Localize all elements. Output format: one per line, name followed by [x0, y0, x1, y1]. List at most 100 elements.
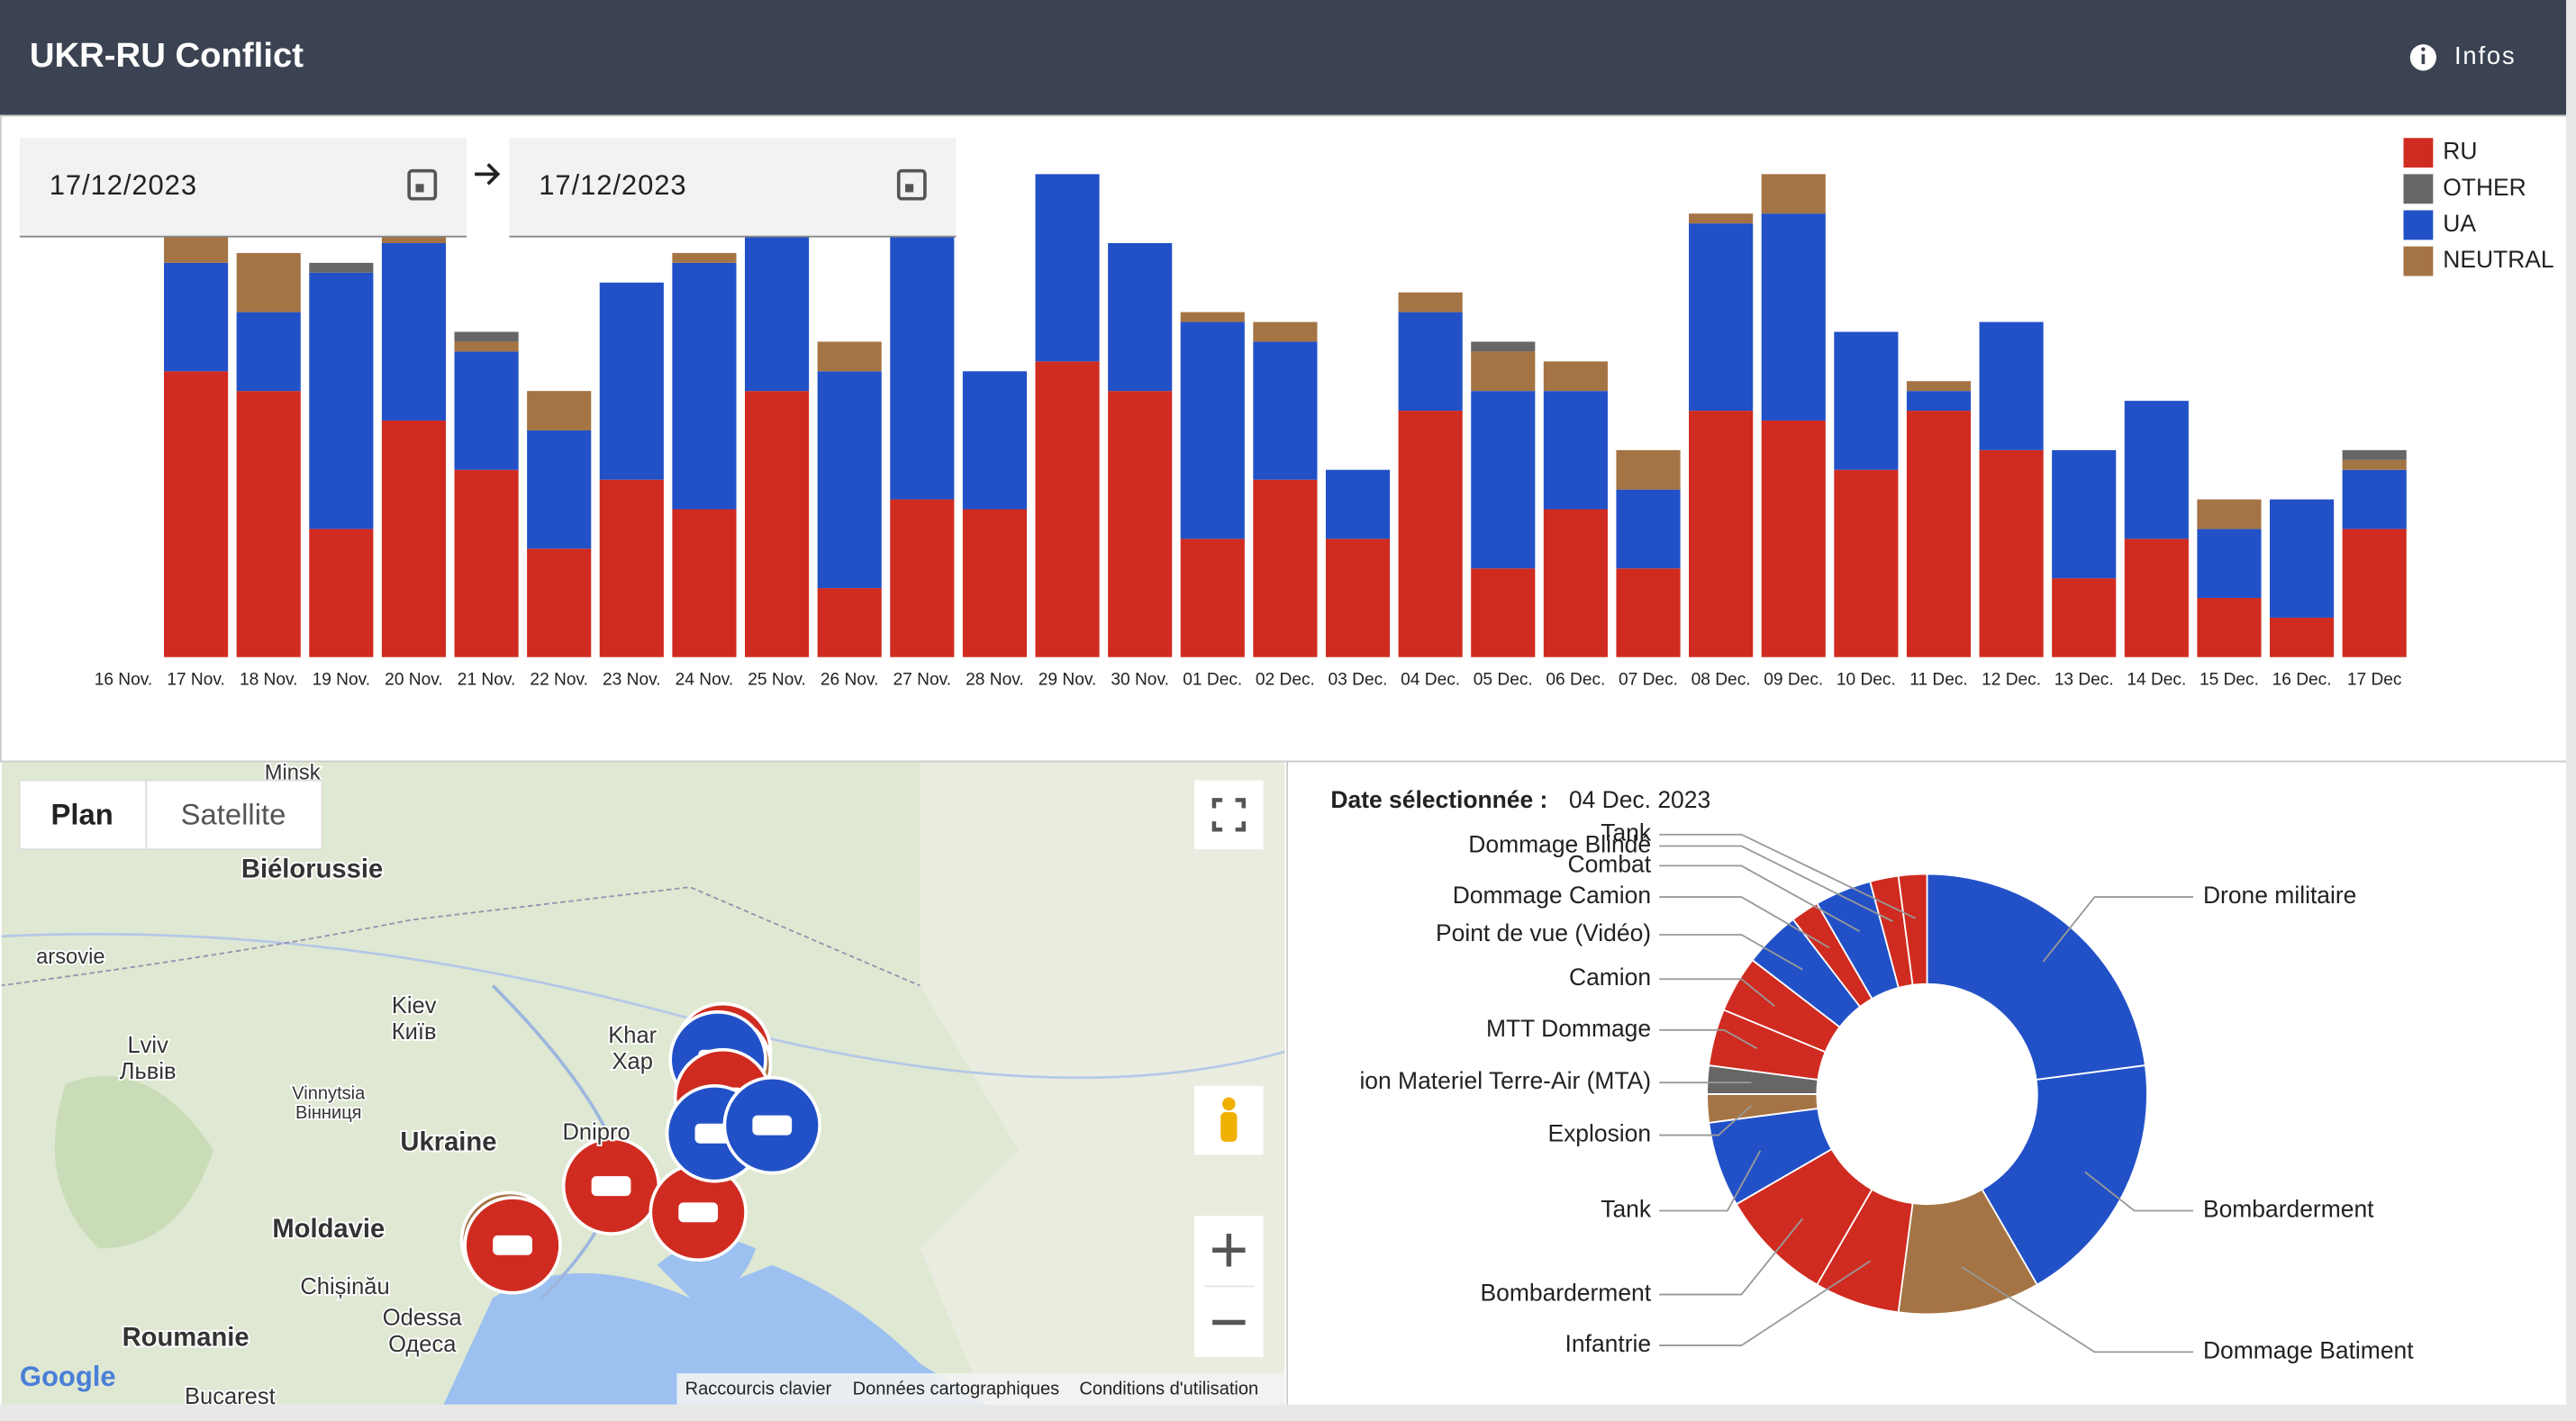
bar-segment	[309, 262, 374, 273]
bar-segment	[1616, 568, 1681, 657]
bar-segment	[164, 262, 229, 372]
slice-label: Tank	[1601, 819, 1652, 846]
map-place-label: Kiev	[392, 993, 437, 1018]
donut-chart: Drone militaire Bombarderment Dommage Bati…	[1359, 819, 2414, 1364]
bar-segment	[1253, 341, 1318, 480]
bar-segment	[1398, 411, 1463, 657]
bar-segment	[1180, 321, 1245, 539]
bar-segment	[1253, 321, 1318, 342]
marker-icon	[493, 1235, 532, 1255]
bar-segment	[1035, 174, 1100, 362]
map-button-satellite[interactable]: Satellite	[181, 797, 286, 830]
legend-label: OTHER	[2443, 174, 2526, 201]
marker-icon	[591, 1176, 631, 1197]
bar-segment	[1834, 469, 1899, 657]
calendar-icon[interactable]	[407, 168, 438, 201]
fullscreen-button[interactable]	[1194, 780, 1264, 850]
map-footer-link[interactable]: Raccourcis clavier	[685, 1380, 832, 1399]
legend-swatch	[2403, 174, 2434, 204]
map-footer-link[interactable]: Données cartographiques	[853, 1380, 1060, 1399]
bar-segment	[236, 391, 301, 657]
start-date[interactable]: 17/12/2023	[50, 169, 197, 201]
marker-icon	[752, 1115, 793, 1136]
bar-segment	[1398, 292, 1463, 312]
x-tick-label: 13 Dec.	[2054, 670, 2114, 689]
map-place-label: Львів	[120, 1059, 177, 1084]
x-tick-label: 18 Nov.	[240, 670, 298, 689]
bar-segment	[890, 499, 955, 657]
slice-label: Point de vue (Vidéo)	[1436, 919, 1651, 946]
map-place-label: Одеса	[388, 1332, 457, 1357]
bar-segment	[672, 252, 737, 263]
leader-line	[1659, 864, 1861, 933]
leader-line	[2042, 896, 2194, 963]
bar-segment	[1398, 312, 1463, 412]
donut-slice	[1897, 873, 1928, 986]
bottom-strip	[0, 1404, 2567, 1421]
calendar-icon[interactable]	[896, 168, 927, 201]
bar-segment	[309, 272, 374, 529]
map[interactable]: MinskBiélorussiearsovieKievКиївLvivЛьвів…	[0, 761, 1286, 1410]
bar-segment	[164, 233, 229, 263]
legend-label: UA	[2443, 210, 2476, 237]
date-input[interactable]	[509, 138, 957, 237]
app-title: UKR-RU Conflict	[30, 36, 304, 75]
map-logo: Google	[20, 1361, 116, 1392]
bar-segment	[1543, 509, 1608, 657]
zoom-in[interactable]	[1212, 1234, 1246, 1267]
slice-label: MTT Dommage	[1486, 1015, 1651, 1042]
date-input[interactable]	[19, 138, 467, 237]
map-place-label: Vinnytsia	[292, 1083, 366, 1103]
bar-segment	[672, 262, 737, 510]
pegman-body	[1220, 1112, 1238, 1142]
map-place-label: Bucarest	[185, 1384, 276, 1409]
x-tick-label: 04 Dec.	[1401, 670, 1460, 689]
end-date[interactable]: 17/12/2023	[539, 169, 686, 201]
x-tick-label: 30 Nov.	[1111, 670, 1169, 689]
selected-date-label: Date sélectionnée :	[1330, 786, 1547, 813]
x-tick-label: 05 Dec.	[1474, 670, 1533, 689]
bar-segment	[454, 341, 519, 352]
bar-segment	[454, 351, 519, 470]
x-tick-label: 29 Nov.	[1039, 670, 1097, 689]
bar-segment	[236, 252, 301, 312]
bar-segment	[599, 282, 664, 480]
slice-label: Infantrie	[1565, 1330, 1652, 1357]
map-footer	[676, 1373, 1285, 1405]
bar-segment	[164, 371, 229, 657]
bar-segment	[2124, 539, 2189, 657]
slice-label: Tank	[1601, 1195, 1652, 1222]
x-tick-label: 28 Nov.	[966, 670, 1024, 689]
x-tick-label: 22 Nov.	[530, 670, 588, 689]
slice-label: Bombarderment	[2203, 1195, 2374, 1222]
leader-line	[1659, 845, 1893, 922]
bar-segment	[962, 371, 1027, 510]
leader-line	[1659, 1105, 1753, 1136]
bar-segment	[1471, 341, 1536, 352]
map-place-label: Хар	[612, 1049, 653, 1074]
bar-segment	[527, 391, 592, 430]
map-place-label: Roumanie	[122, 1323, 249, 1352]
x-tick-label: 16 Nov.	[95, 670, 153, 689]
bar-segment	[2270, 499, 2335, 618]
info-icon-bar	[2421, 54, 2426, 65]
selected-date: 04 Dec. 2023	[1569, 786, 1710, 813]
bar-segment	[817, 588, 882, 657]
x-tick-label: 25 Nov.	[748, 670, 806, 689]
bar-segment	[1906, 411, 1972, 657]
map-type-control	[18, 779, 323, 851]
legend-swatch	[2403, 246, 2434, 276]
leader-line	[2084, 1171, 2194, 1212]
x-tick-label: 16 Dec.	[2272, 670, 2332, 689]
map-button-plan[interactable]: Plan	[51, 797, 113, 830]
bar-segment	[527, 548, 592, 657]
bar-segment	[962, 509, 1027, 657]
bar-segment	[1689, 223, 1754, 412]
map-footer-link[interactable]: Conditions d'utilisation	[1079, 1380, 1258, 1399]
x-tick-label: 26 Nov.	[821, 670, 879, 689]
info-button[interactable]: Infos	[2454, 41, 2516, 69]
x-tick-label: 03 Dec.	[1329, 670, 1388, 689]
bar-segment	[744, 223, 810, 392]
